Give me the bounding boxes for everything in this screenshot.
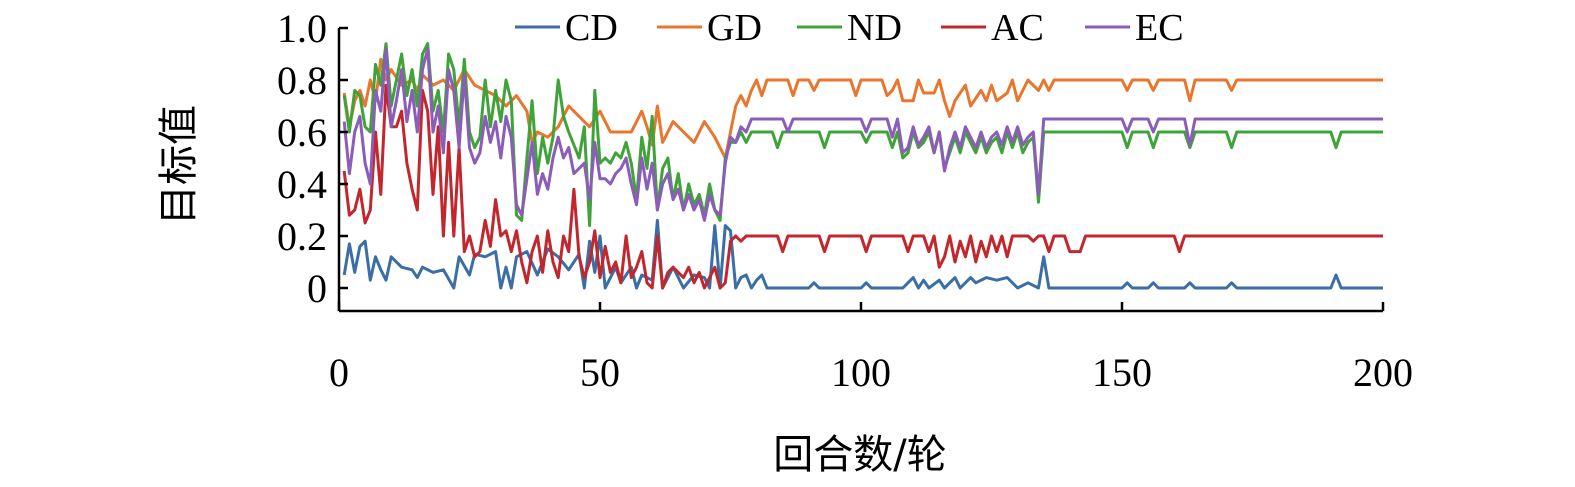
y-tick-label: 1.0	[277, 6, 327, 51]
y-tick-label: 0.8	[277, 58, 327, 103]
x-tick-label: 50	[580, 350, 620, 395]
x-tick-label: 0	[329, 350, 349, 395]
series-line-nd	[342, 42, 1383, 228]
x-axis-title: 回合数/轮	[773, 432, 946, 478]
plot-lines	[342, 42, 1383, 290]
legend-label-ec: EC	[1135, 7, 1184, 49]
y-tick-label: 0	[307, 266, 327, 311]
series-line-ec	[342, 47, 1383, 222]
legend-label-gd: GD	[707, 7, 762, 49]
axes	[337, 26, 1385, 313]
y-tick-label: 0.2	[277, 214, 327, 259]
legend-label-cd: CD	[565, 7, 618, 49]
x-tick-label: 150	[1092, 350, 1152, 395]
legend-label-nd: ND	[847, 7, 902, 49]
y-tick-label: 0.6	[277, 110, 327, 155]
x-tick-label: 200	[1353, 350, 1413, 395]
legend: CD GD ND AC EC	[515, 7, 1184, 49]
tick-labels: 0 0.2 0.4 0.6 0.8 1.0 0 50 100 150 200	[277, 6, 1413, 395]
legend-label-ac: AC	[991, 7, 1044, 49]
series-line-ac	[342, 83, 1383, 290]
y-axis-title: 目标值	[156, 105, 202, 225]
x-tick-label: 100	[831, 350, 891, 395]
y-tick-label: 0.4	[277, 162, 327, 207]
